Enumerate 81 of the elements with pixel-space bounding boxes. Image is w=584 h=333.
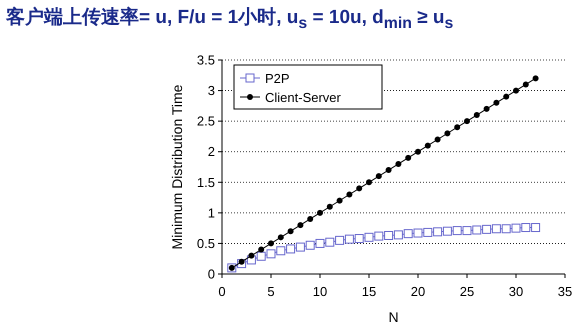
point [248,252,254,259]
point [325,238,334,247]
point [374,232,384,241]
point [484,106,490,112]
point [424,142,431,149]
point [434,136,441,142]
point [442,226,452,236]
x-tick-label: 20 [410,284,426,299]
x-tick-label: 25 [460,284,474,299]
y-tick-label: 0.5 [196,236,215,251]
point [316,238,324,248]
point [513,88,519,94]
point [356,185,362,192]
point [276,246,286,256]
point [472,225,482,234]
x-tick-label: 35 [558,284,572,299]
point [278,234,284,240]
point [482,224,492,234]
point [376,173,382,180]
point [286,244,296,254]
point [256,252,266,261]
point [317,210,323,216]
point [384,230,394,240]
point [512,224,520,233]
point [415,148,421,155]
point [433,227,442,236]
point [462,226,472,236]
point [521,223,530,232]
point [423,228,432,237]
point [238,258,245,265]
x-axis-title: N [388,309,399,325]
x-tick-label: 5 [267,284,275,299]
point [492,224,501,234]
point [346,192,352,198]
point [503,94,510,100]
point [288,228,294,234]
y-axis-title: Minimum Distribution Time [169,84,185,250]
point [344,234,354,244]
point [395,160,402,167]
point [268,240,274,246]
x-tick-label: 30 [508,284,524,299]
x-tick-label: 10 [312,284,328,299]
point [364,232,374,242]
point [532,75,539,82]
point [464,118,470,124]
point [366,179,372,186]
y-tick-label: 3.5 [196,52,215,68]
legend-label: Client-Server [265,90,342,105]
point [266,249,276,258]
point [296,242,305,252]
point [502,224,511,234]
point [307,216,314,222]
point [531,223,540,232]
point [306,240,315,250]
y-tick-label: 2 [208,144,215,160]
point [335,236,344,245]
point [336,198,343,204]
y-tick-label: 1 [208,205,215,220]
point [404,229,413,238]
point [444,130,450,136]
y-tick-label: 2.5 [196,114,215,129]
chart-title: 客户端上传速率= u, F/u = 1小时, u$_{s}$ = 10u, d$_{min}$ ≥ u$_{s}$ [6,6,454,33]
legend-label: P2P [265,71,290,86]
point [454,124,460,130]
point [258,246,264,253]
y-tick-label: 3 [208,83,215,98]
x-tick-label: 0 [218,284,226,299]
point [394,230,403,240]
point [326,204,333,210]
point [474,112,480,118]
point [414,228,422,238]
y-tick-label: 0 [208,266,215,282]
x-tick-label: 15 [362,284,376,299]
point [405,154,412,161]
y-tick-label: 1.5 [196,174,215,190]
point [386,167,392,174]
point [522,81,529,88]
point [452,226,462,236]
point [297,222,304,228]
point [354,234,364,244]
point [493,100,500,106]
